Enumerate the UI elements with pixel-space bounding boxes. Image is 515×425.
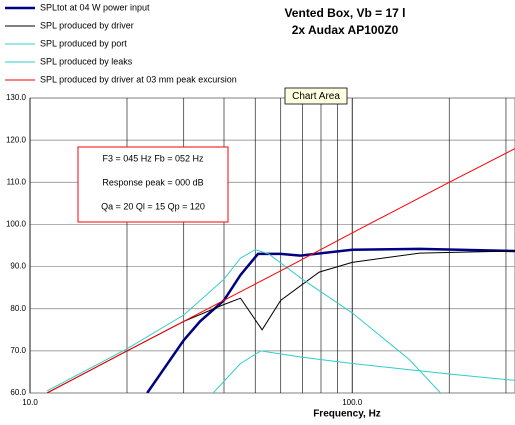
chart-subtitle: 2x Audax AP100Z0 xyxy=(292,23,399,37)
legend-label: SPL produced by driver at 03 mm peak exc… xyxy=(40,74,237,84)
y-tick-label: 60.0 xyxy=(10,388,26,397)
y-tick-label: 120.0 xyxy=(6,135,27,144)
tooltip-box xyxy=(284,87,348,105)
tooltip-text: Chart Area xyxy=(292,91,340,102)
series-line xyxy=(46,148,515,393)
y-tick-label: 90.0 xyxy=(10,262,26,271)
legend-label: SPL produced by port xyxy=(40,38,127,48)
annotation-text: F3 = 045 Hz Fb = 052 Hz xyxy=(102,153,204,163)
chart-title: Vented Box, Vb = 17 l xyxy=(284,6,405,20)
x-axis-label: Frequency, Hz xyxy=(313,409,381,420)
plot-area xyxy=(29,97,515,394)
series-line xyxy=(212,350,515,393)
annotation-text: Response peak = 000 dB xyxy=(102,177,203,187)
annotation-box xyxy=(77,146,229,223)
x-tick-label: 100.0 xyxy=(342,398,363,407)
annotation-text: Qa = 20 Ql = 15 Qp = 120 xyxy=(101,201,205,211)
x-tick-label: 10.0 xyxy=(22,398,38,407)
y-tick-label: 130.0 xyxy=(6,93,27,102)
series-line xyxy=(146,247,515,393)
y-tick-label: 110.0 xyxy=(7,177,27,186)
legend-label: SPL produced by driver xyxy=(40,20,134,30)
y-tick-label: 100.0 xyxy=(6,220,27,229)
series-line xyxy=(46,249,441,393)
y-tick-label: 80.0 xyxy=(10,304,26,313)
legend-label: SPLtot at 04 W power input xyxy=(40,2,150,12)
legend-label: SPL produced by leaks xyxy=(40,56,133,66)
y-tick-label: 70.0 xyxy=(10,346,26,355)
